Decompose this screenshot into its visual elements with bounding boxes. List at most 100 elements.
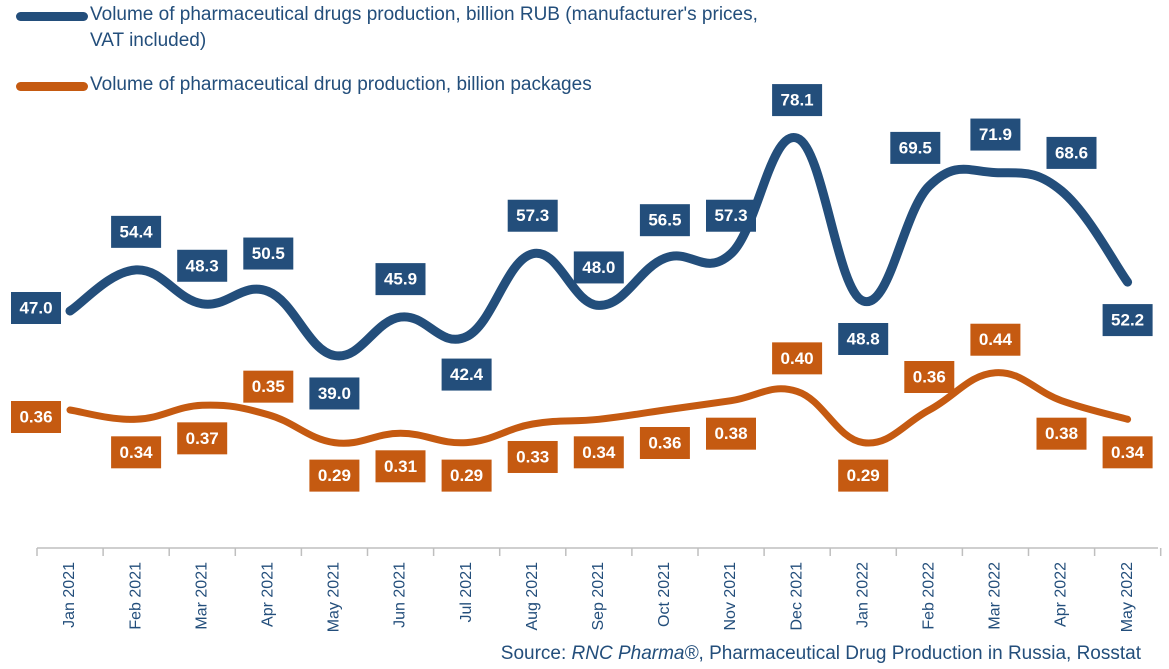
data-label-rub: 48.0 <box>573 251 624 284</box>
x-tick-label: Apr 2021 <box>260 562 277 627</box>
data-label-rub-box <box>111 215 162 248</box>
data-label-rub-text: 71.9 <box>979 125 1012 144</box>
data-label-rub-box <box>838 322 889 355</box>
data-label-packages: 0.37 <box>177 422 228 455</box>
data-label-rub: 54.4 <box>111 215 162 248</box>
legend-item-rub: Volume of pharmaceutical drugs productio… <box>14 2 794 56</box>
data-label-rub-box <box>573 251 624 284</box>
x-tick-label: Jul 2021 <box>458 562 475 623</box>
data-label-packages-box <box>573 436 624 469</box>
data-label-rub-box <box>706 199 756 232</box>
x-tick-label: Mar 2021 <box>193 562 210 630</box>
data-label-packages-text: 0.36 <box>648 433 681 452</box>
data-label-packages-text: 0.34 <box>582 443 616 462</box>
x-tick-label: Dec 2021 <box>788 562 805 631</box>
x-tick-label: Jan 2021 <box>61 562 78 628</box>
data-label-rub-box <box>639 204 690 237</box>
data-label-packages: 0.40 <box>772 342 823 375</box>
data-labels: 47.0 54.4 48.3 50.5 39.0 45.9 42.4 57.3 48.0 56.5… <box>11 84 1153 492</box>
data-label-rub-box <box>1046 136 1097 169</box>
data-label-rub: 50.5 <box>243 237 294 270</box>
data-label-rub-box <box>970 118 1021 151</box>
data-label-packages-box <box>772 342 823 375</box>
data-label-packages-box <box>1036 417 1087 450</box>
data-label-rub-text: 56.5 <box>648 211 681 230</box>
data-label-packages-box <box>309 459 360 492</box>
data-label-rub-box <box>890 131 941 164</box>
x-tick-label: May 2021 <box>326 562 343 632</box>
data-label-packages-box <box>706 417 756 450</box>
data-label-rub-box <box>772 84 823 117</box>
data-label-rub-text: 57.3 <box>516 206 549 225</box>
data-label-packages: 0.29 <box>441 459 492 492</box>
source-suffix: , Pharmaceutical Drug Production in Russ… <box>698 643 1141 664</box>
x-tick-label: Sep 2021 <box>590 562 607 631</box>
x-tick-label: Aug 2021 <box>524 562 541 631</box>
data-label-packages: 0.34 <box>111 436 162 469</box>
data-label-rub: 57.3 <box>507 199 558 232</box>
data-label-packages-text: 0.35 <box>252 377 285 396</box>
x-axis: Jan 2021 Feb 2021 Mar 2021 Apr 2021 May 2021… <box>36 547 1162 632</box>
data-label-rub: 57.3 <box>706 199 756 232</box>
data-label-rub: 42.4 <box>441 358 492 391</box>
source-prefix: Source: <box>500 643 572 664</box>
data-label-packages: 0.36 <box>11 401 61 433</box>
data-label-packages-text: 0.29 <box>450 466 483 485</box>
x-tick-label: Feb 2021 <box>127 562 144 630</box>
data-label-rub-box <box>375 263 426 296</box>
data-label-packages: 0.36 <box>904 361 955 393</box>
data-label-rub-box <box>11 292 61 324</box>
data-label-packages-box <box>11 401 61 433</box>
data-label-packages-box <box>1102 436 1153 469</box>
data-label-packages-box <box>970 323 1021 356</box>
data-label-rub: 71.9 <box>970 118 1021 151</box>
data-label-rub: 39.0 <box>309 377 360 410</box>
data-label-rub: 48.3 <box>177 249 228 282</box>
x-tick-label: Jun 2021 <box>392 562 409 628</box>
source-brand: RNC Pharma® <box>571 643 699 664</box>
data-label-rub: 56.5 <box>639 204 690 237</box>
data-label-packages-box <box>111 436 162 469</box>
legend-swatch-rub <box>16 12 88 21</box>
data-label-packages-text: 0.36 <box>19 407 52 426</box>
data-label-packages-text: 0.33 <box>516 447 549 466</box>
legend-swatch-packages <box>16 82 88 91</box>
data-label-packages-text: 0.31 <box>384 457 417 476</box>
legend-label-rub: Volume of pharmaceutical drugs productio… <box>90 4 758 51</box>
source-note: Source: RNC Pharma®, Pharmaceutical Drug… <box>501 643 1141 665</box>
data-label-packages-text: 0.40 <box>781 349 814 368</box>
data-label-rub-box <box>177 249 228 282</box>
data-label-packages: 0.44 <box>970 323 1021 356</box>
data-label-packages-box <box>177 422 228 455</box>
data-label-rub-text: 69.5 <box>899 138 932 157</box>
data-label-rub: 47.0 <box>11 292 61 324</box>
data-label-packages: 0.36 <box>639 427 690 459</box>
data-label-packages: 0.31 <box>375 450 426 483</box>
data-label-packages-text: 0.29 <box>318 466 351 485</box>
series-line-packages <box>66 369 1132 447</box>
data-label-packages: 0.29 <box>838 459 889 492</box>
data-label-rub-text: 78.1 <box>781 91 814 110</box>
data-label-packages-text: 0.44 <box>979 330 1013 349</box>
data-label-rub-text: 48.8 <box>847 329 880 348</box>
data-label-rub: 78.1 <box>772 84 823 117</box>
data-label-packages: 0.35 <box>243 370 294 403</box>
data-label-packages-text: 0.37 <box>186 429 219 448</box>
data-label-rub: 45.9 <box>375 263 426 296</box>
data-label-packages: 0.34 <box>1102 436 1153 469</box>
data-label-rub-box <box>441 358 492 391</box>
data-label-rub-text: 39.0 <box>318 384 351 403</box>
data-label-packages-text: 0.36 <box>913 367 946 386</box>
series-lines <box>65 133 1133 447</box>
data-label-packages-box <box>838 459 889 492</box>
data-label-rub: 48.8 <box>838 322 889 355</box>
data-label-packages-box <box>375 450 426 483</box>
data-label-rub-text: 54.4 <box>120 222 154 241</box>
data-label-rub-box <box>309 377 360 410</box>
data-label-packages-text: 0.34 <box>120 443 154 462</box>
legend-label-packages: Volume of pharmaceutical drug production… <box>90 74 592 95</box>
data-label-rub-text: 47.0 <box>19 298 52 317</box>
data-label-rub-text: 48.3 <box>186 256 219 275</box>
data-label-packages-box <box>507 440 558 473</box>
data-label-packages-box <box>243 370 294 403</box>
